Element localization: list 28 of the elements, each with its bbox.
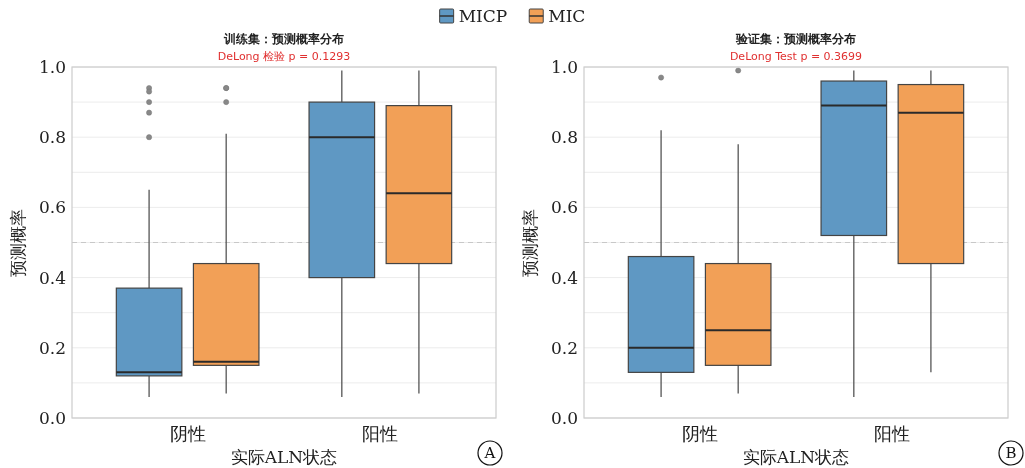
y-tick-label: 0.8 [38,127,66,148]
x-axis-title: 实际ALN状态 [742,447,850,467]
chart-title: 验证集：预测概率分布 [735,32,856,46]
y-axis-title: 预测概率 [520,208,540,277]
x-tick-label: 阴性 [169,423,206,444]
y-tick-label: 0.2 [38,337,66,358]
x-tick-label: 阳性 [874,423,911,444]
y-tick-label: 0.0 [38,408,66,428]
annotation: B [998,440,1024,466]
chart-title: 训练集：预测概率分布 [223,32,344,46]
legend-label: MICP [458,6,508,26]
y-tick-label: 1.0 [38,57,66,77]
x-tick-label: 阴性 [681,423,718,444]
x-axis-title: 实际ALN状态 [230,447,338,467]
y-tick-label: 0.6 [38,197,66,218]
x-tick-label: 阳性 [362,423,399,444]
chart-subtitle: DeLong Test p = 0.3699 [729,50,863,63]
chart-subtitle: DeLong 检验 p = 0.1293 [217,50,351,63]
y-axis-title: 预测概率 [8,208,28,277]
y-tick-label: 0.4 [550,267,578,288]
y-tick-label: 0.2 [550,337,578,358]
annotation: A [477,440,503,466]
y-tick-label: 0.6 [550,197,578,218]
y-tick-label: 0.4 [38,267,66,288]
legend-label: MIC [548,6,586,26]
y-tick-label: 1.0 [550,57,578,77]
y-tick-label: 0.8 [550,127,578,148]
y-tick-label: 0.0 [550,408,578,428]
